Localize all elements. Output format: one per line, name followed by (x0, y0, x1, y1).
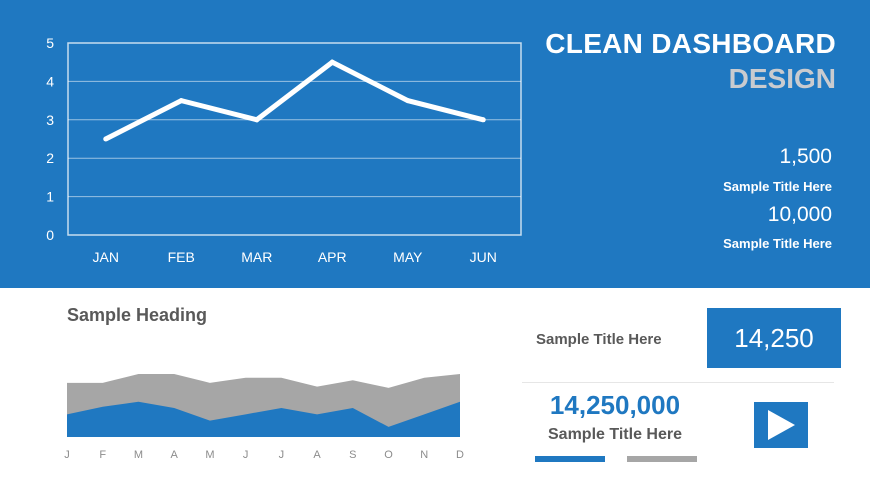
play-icon (768, 410, 795, 440)
x-tick-label: F (99, 449, 106, 461)
kpi-label-1: Sample Title Here (723, 179, 832, 194)
x-tick-label: A (171, 449, 179, 461)
data-point (103, 136, 109, 142)
x-tick-label: S (349, 449, 356, 461)
data-point (405, 98, 411, 104)
area-series (67, 401, 460, 437)
x-tick-label: FEB (168, 249, 195, 265)
x-tick-label: J (64, 449, 70, 461)
big-value-label: Sample Title Here (548, 426, 682, 443)
data-point (329, 59, 335, 65)
y-tick-label: 0 (46, 227, 54, 243)
x-tick-label: N (420, 449, 428, 461)
y-tick-label: 1 (46, 189, 54, 205)
data-point (178, 98, 184, 104)
kpi-value-1: 1,500 (779, 145, 832, 168)
x-tick-label: APR (318, 249, 347, 265)
data-point (480, 117, 486, 123)
value-box: 14,250 (707, 308, 841, 368)
divider (522, 382, 834, 383)
x-tick-label: JAN (93, 249, 119, 265)
plot-area-frame (67, 42, 522, 236)
x-tick-label: J (243, 449, 249, 461)
play-button[interactable] (754, 402, 808, 448)
x-tick-label: A (313, 449, 321, 461)
y-tick-label: 3 (46, 112, 54, 128)
panel-label-top: Sample Title Here (536, 331, 662, 348)
x-tick-label: MAR (241, 249, 272, 265)
y-tick-label: 2 (46, 150, 54, 166)
x-tick-label: J (279, 449, 285, 461)
top-band (0, 0, 870, 288)
dashboard-subtitle: DESIGN (728, 63, 836, 94)
kpi-label-2: Sample Title Here (723, 236, 832, 251)
x-tick-label: D (456, 449, 464, 461)
progress-bar-gray (627, 456, 697, 462)
x-tick-label: JUN (470, 249, 497, 265)
x-tick-label: MAY (393, 249, 423, 265)
y-tick-label: 5 (46, 35, 54, 51)
section-heading: Sample Heading (67, 305, 208, 325)
series-line (104, 59, 484, 142)
progress-bar-blue (535, 456, 605, 462)
big-value: 14,250,000 (549, 390, 681, 420)
x-tick-label: M (134, 449, 143, 461)
kpi-value-2: 10,000 (767, 203, 832, 226)
y-tick-label: 4 (46, 73, 54, 89)
data-point (254, 117, 260, 123)
x-tick-label: M (205, 449, 214, 461)
dashboard-title: CLEAN DASHBOARD (545, 28, 836, 59)
value-box-number: 14,250 (734, 322, 814, 353)
x-tick-label: O (384, 449, 393, 461)
